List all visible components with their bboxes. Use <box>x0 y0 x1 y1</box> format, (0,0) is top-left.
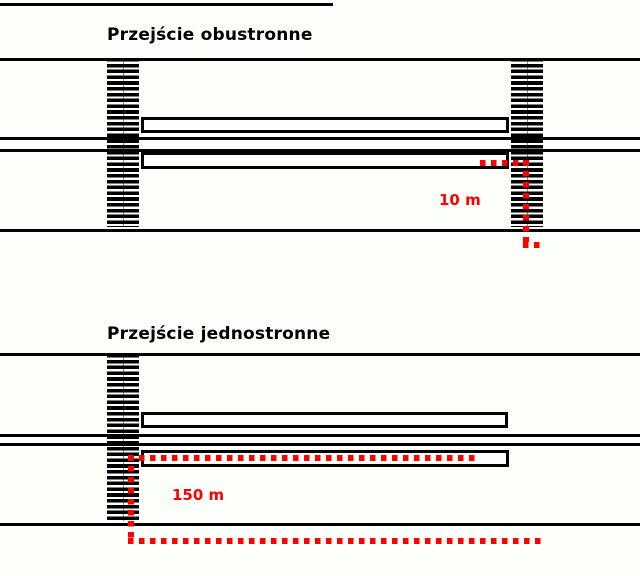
road-median-line-lower <box>0 443 640 446</box>
walk-path-horizontal <box>480 160 529 166</box>
distance-label: 150 m <box>172 486 225 504</box>
walk-path-exit <box>128 538 541 544</box>
walk-path-vertical <box>128 455 134 539</box>
top-partial-border-line <box>0 3 333 6</box>
platform-upper <box>141 412 508 428</box>
platform-upper <box>141 117 509 133</box>
road-median-line-lower <box>0 149 640 152</box>
zebra-crossing-left <box>107 354 139 521</box>
crossing-center-line <box>526 58 528 227</box>
distance-label: 10 m <box>439 191 481 209</box>
zebra-crossing-left <box>107 58 139 227</box>
road-median-line-upper <box>0 137 640 140</box>
diagram-title: Przejście jednostronne <box>107 324 331 344</box>
crossing-center-line <box>122 58 124 227</box>
road-edge-line-bottom <box>0 523 640 526</box>
road-edge-line-bottom <box>0 229 640 232</box>
road-edge-line-top <box>0 353 640 356</box>
diagram-title: Przejście obustronne <box>107 25 313 45</box>
road-median-line-upper <box>0 434 640 437</box>
walk-path-horizontal <box>128 455 479 461</box>
road-edge-line-top <box>0 58 640 61</box>
walk-path-vertical <box>523 160 529 242</box>
crossing-center-line <box>122 354 124 521</box>
walk-path-exit <box>523 242 542 248</box>
